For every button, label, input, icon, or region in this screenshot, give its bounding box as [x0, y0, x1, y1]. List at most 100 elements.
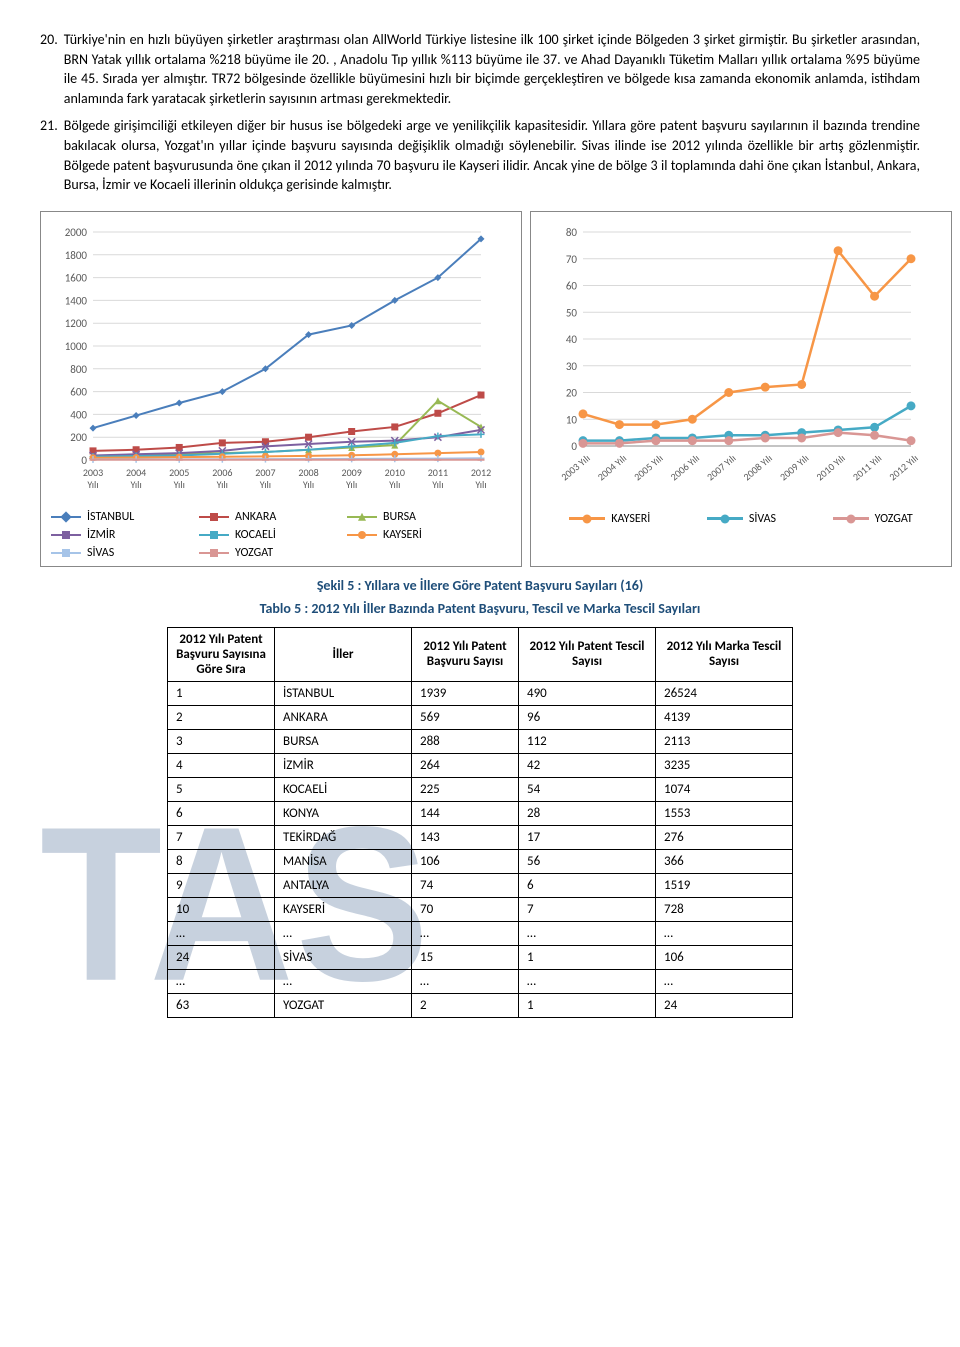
legend-item: İSTANBUL	[51, 510, 181, 524]
table-cell: 1	[519, 993, 656, 1017]
svg-text:2010 Yılı: 2010 Yılı	[813, 451, 847, 483]
svg-text:80: 80	[566, 226, 578, 239]
legend-item: KAYSERİ	[569, 512, 650, 526]
chart-patent-region: 010203040506070802003 Yılı2004 Yılı2005 …	[530, 211, 952, 567]
table-row: 3BURSA2881122113	[168, 729, 793, 753]
table-cell: KOCAELİ	[275, 777, 412, 801]
legend-item: KOCAELİ	[199, 528, 329, 542]
legend-label: İZMİR	[87, 528, 115, 542]
svg-text:50: 50	[566, 306, 578, 319]
chart-caption: Şekil 5 : Yıllara ve İllere Göre Patent …	[40, 577, 920, 594]
para-number: 20.	[40, 30, 58, 108]
table-cell: …	[168, 969, 275, 993]
table-cell: 569	[412, 705, 519, 729]
table-cell: 2113	[656, 729, 793, 753]
svg-text:Yılı: Yılı	[87, 478, 98, 491]
svg-text:2007 Yılı: 2007 Yılı	[704, 451, 738, 483]
table-cell: 42	[519, 753, 656, 777]
legend-label: KAYSERİ	[611, 512, 650, 526]
svg-text:1800: 1800	[65, 249, 88, 262]
legend-item: BURSA	[347, 510, 477, 524]
svg-text:2004 Yılı: 2004 Yılı	[595, 451, 629, 483]
patent-table: 2012 Yılı Patent Başvuru Sayısına Göre S…	[167, 627, 793, 1018]
svg-text:10: 10	[566, 413, 578, 426]
table-cell: 106	[412, 849, 519, 873]
table-cell: 106	[656, 945, 793, 969]
table-cell: …	[519, 921, 656, 945]
table-cell: YOZGAT	[275, 993, 412, 1017]
table-cell: 6	[519, 873, 656, 897]
table-header: 2012 Yılı Patent Tescil Sayısı	[519, 627, 656, 681]
table-cell: …	[519, 969, 656, 993]
table-cell: …	[168, 921, 275, 945]
table-cell: 1	[519, 945, 656, 969]
legend-item: YOZGAT	[199, 546, 329, 560]
table-cell: 63	[168, 993, 275, 1017]
legend-label: KAYSERİ	[383, 528, 422, 542]
table-cell: 7	[168, 825, 275, 849]
table-cell: 1939	[412, 681, 519, 705]
table-cell: …	[412, 969, 519, 993]
table-cell: 56	[519, 849, 656, 873]
table-cell: 1074	[656, 777, 793, 801]
table-header: 2012 Yılı Patent Başvuru Sayısına Göre S…	[168, 627, 275, 681]
chart-legend: İSTANBULANKARABURSAİZMİRKOCAELİKAYSERİSİ…	[51, 510, 511, 560]
table-cell: 7	[519, 897, 656, 921]
legend-label: YOZGAT	[875, 512, 913, 526]
legend-label: SİVAS	[749, 512, 776, 526]
table-cell: 3235	[656, 753, 793, 777]
table-cell: 2	[412, 993, 519, 1017]
svg-text:2006 Yılı: 2006 Yılı	[668, 451, 702, 483]
legend-label: İSTANBUL	[87, 510, 134, 524]
svg-text:2011 Yılı: 2011 Yılı	[850, 451, 884, 483]
table-cell: 24	[656, 993, 793, 1017]
legend-label: KOCAELİ	[235, 528, 276, 542]
table-row: ……………	[168, 921, 793, 945]
table-cell: 4	[168, 753, 275, 777]
table-row: 9ANTALYA7461519	[168, 873, 793, 897]
svg-text:Yılı: Yılı	[432, 478, 443, 491]
table-cell: 28	[519, 801, 656, 825]
table-cell: 26524	[656, 681, 793, 705]
table-cell: 1553	[656, 801, 793, 825]
table-cell: 3	[168, 729, 275, 753]
table-header: 2012 Yılı Marka Tescil Sayısı	[656, 627, 793, 681]
svg-text:800: 800	[70, 363, 87, 376]
table-cell: KONYA	[275, 801, 412, 825]
svg-text:2000: 2000	[65, 226, 88, 239]
table-cell: 5	[168, 777, 275, 801]
table-header: İller	[275, 627, 412, 681]
table-row: 5KOCAELİ225541074	[168, 777, 793, 801]
table-cell: 15	[412, 945, 519, 969]
legend-label: YOZGAT	[235, 546, 273, 560]
svg-text:2012 Yılı: 2012 Yılı	[886, 451, 920, 483]
table-cell: ANKARA	[275, 705, 412, 729]
table-cell: İSTANBUL	[275, 681, 412, 705]
table-cell: …	[275, 969, 412, 993]
table-cell: …	[656, 921, 793, 945]
table-cell: 1	[168, 681, 275, 705]
svg-text:200: 200	[70, 431, 87, 444]
svg-text:0: 0	[571, 440, 577, 453]
svg-text:60: 60	[566, 279, 578, 292]
table-row: 1İSTANBUL193949026524	[168, 681, 793, 705]
svg-text:1400: 1400	[65, 294, 88, 307]
table-cell: 10	[168, 897, 275, 921]
svg-text:Yılı: Yılı	[389, 478, 400, 491]
table-cell: …	[275, 921, 412, 945]
table-row: 10KAYSERİ707728	[168, 897, 793, 921]
svg-text:30: 30	[566, 360, 578, 373]
paragraph-21: 21. Bölgede girişimciliği etkileyen diğe…	[40, 116, 920, 194]
table-row: 8MANİSA10656366	[168, 849, 793, 873]
legend-item: YOZGAT	[833, 512, 913, 526]
paragraph-20: 20. Türkiye'nin en hızlı büyüyen şirketl…	[40, 30, 920, 108]
table-cell: 6	[168, 801, 275, 825]
table-cell: TEKİRDAĞ	[275, 825, 412, 849]
table-cell: 264	[412, 753, 519, 777]
table-cell: İZMİR	[275, 753, 412, 777]
table-cell: BURSA	[275, 729, 412, 753]
svg-text:Yılı: Yılı	[346, 478, 357, 491]
table-cell: KAYSERİ	[275, 897, 412, 921]
table-cell: 1519	[656, 873, 793, 897]
svg-text:70: 70	[566, 253, 578, 266]
